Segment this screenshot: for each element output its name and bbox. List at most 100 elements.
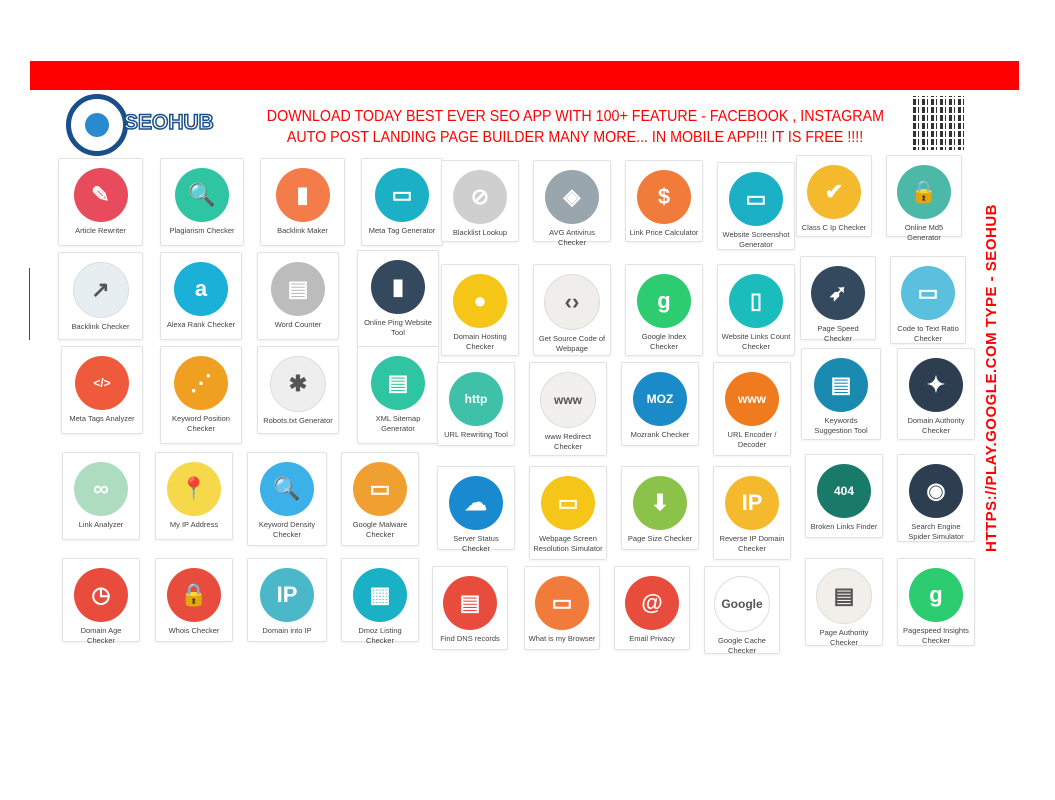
tool-label: Search Engine Spider Simulator xyxy=(908,522,964,541)
tool-tile-backlink-checker[interactable]: ↗ Backlink Checker xyxy=(58,252,143,340)
tool-label: Get Source Code of Webpage xyxy=(538,334,606,353)
tool-tile-server-status-checker[interactable]: ☁ Server Status Checker xyxy=(437,466,515,553)
tool-label: Meta Tags Analyzer xyxy=(69,414,135,423)
tool-tile-xml-sitemap-generator[interactable]: ▤ XML Sitemap Generator xyxy=(357,346,439,444)
tool-icon: ▮ xyxy=(371,260,425,314)
tool-label: Google Index Checker xyxy=(641,332,687,351)
tool-tile-plagiarism-checker[interactable]: 🔍 Plagiarism Checker xyxy=(160,158,244,246)
tool-tile-webpage-screen-resolution-simulator[interactable]: ▭ Webpage Screen Resolution Simulator xyxy=(529,466,607,560)
tool-tile-link-price-calculator[interactable]: $ Link Price Calculator xyxy=(625,160,703,242)
tool-icon: g xyxy=(909,568,963,622)
tool-tile-url-encoder-decoder[interactable]: www URL Encoder / Decoder xyxy=(713,362,791,456)
tool-tile-meta-tag-generator[interactable]: ▭ Meta Tag Generator xyxy=(361,158,443,246)
tool-tile-domain-authority-checker[interactable]: ✦ Domain Authority Checker xyxy=(897,348,975,440)
logo-text: SEOHUB xyxy=(123,110,214,135)
tool-tile-domain-into-ip[interactable]: IP Domain into IP xyxy=(247,558,327,642)
tool-icon: IP xyxy=(260,568,314,622)
tool-tile-google-index-checker[interactable]: g Google Index Checker xyxy=(625,264,703,356)
tool-label: Google Malware Checker xyxy=(352,520,408,539)
tool-label: Backlink Checker xyxy=(71,322,130,331)
tool-icon: ☁ xyxy=(449,476,503,530)
tool-icon: </> xyxy=(75,356,129,410)
tool-tile-article-rewriter[interactable]: ✎ Article Rewriter xyxy=(58,158,143,246)
tool-tile-blacklist-lookup[interactable]: ⊘ Blacklist Lookup xyxy=(441,160,519,242)
tool-tile-keyword-position-checker[interactable]: ⋰ Keyword Position Checker xyxy=(160,346,242,444)
qr-code-icon xyxy=(913,96,967,150)
tool-label: Domain Age Checker xyxy=(80,626,122,645)
tool-icon: ✦ xyxy=(909,358,963,412)
tool-tile-backlink-maker[interactable]: ▮ Backlink Maker xyxy=(260,158,345,246)
tool-tile-www-redirect-checker[interactable]: www www Redirect Checker xyxy=(529,362,607,456)
tool-tile-google-cache-checker[interactable]: Google Google Cache Checker xyxy=(704,566,780,655)
tool-tile-page-size-checker[interactable]: ⬇ Page Size Checker xyxy=(621,466,699,550)
tool-icon: 🔍 xyxy=(175,168,229,222)
tool-tile-link-analyzer[interactable]: ∞ Link Analyzer xyxy=(62,452,140,540)
tool-label: Online Ping Website Tool xyxy=(364,318,432,337)
tool-icon: ⊘ xyxy=(453,170,507,224)
tool-tile-robots-txt-generator[interactable]: ✱ Robots.txt Generator xyxy=(257,346,339,434)
tool-tile-domain-age-checker[interactable]: ◷ Domain Age Checker xyxy=(62,558,140,645)
tool-label: XML Sitemap Generator xyxy=(375,414,421,433)
tool-label: Domain Hosting Checker xyxy=(453,332,507,351)
tool-icon: ◈ xyxy=(545,170,599,224)
tool-tile-page-speed-checker[interactable]: ➶ Page Speed Checker xyxy=(800,256,876,343)
tool-tile-domain-hosting-checker[interactable]: ● Domain Hosting Checker xyxy=(441,264,519,356)
tool-tile-mozrank-checker[interactable]: MOZ Mozrank Checker xyxy=(621,362,699,446)
tool-label: Link Price Calculator xyxy=(629,228,699,237)
tool-label: My IP Address xyxy=(169,520,219,529)
tool-tile-search-engine-spider-simulator[interactable]: ◉ Search Engine Spider Simulator xyxy=(897,454,975,542)
tool-label: www Redirect Checker xyxy=(544,432,592,451)
tool-tile-website-screenshot-generator[interactable]: ▭ Website Screenshot Generator xyxy=(717,162,795,250)
tool-icon: g xyxy=(637,274,691,328)
tool-label: Mozrank Checker xyxy=(630,430,690,439)
tool-label: Domain Authority Checker xyxy=(907,416,965,435)
tool-label: Google Cache Checker xyxy=(718,636,766,655)
tool-icon: ⬇ xyxy=(633,476,687,530)
tool-tile-my-ip-address[interactable]: 📍 My IP Address xyxy=(155,452,233,540)
tool-tile-url-rewriting-tool[interactable]: http URL Rewriting Tool xyxy=(437,362,515,446)
tool-tile-avg-antivirus-checker[interactable]: ◈ AVG Antivirus Checker xyxy=(533,160,611,247)
tool-tile-find-dns-records[interactable]: ▤ Find DNS records xyxy=(432,566,508,650)
tool-icon: ‹› xyxy=(544,274,600,330)
tool-tile-reverse-ip-domain-checker[interactable]: IP Reverse IP Domain Checker xyxy=(713,466,791,560)
tool-tile-page-authority-checker[interactable]: ▤ Page Authority Checker xyxy=(805,558,883,647)
tool-tile-class-c-ip-checker[interactable]: ✔ Class C Ip Checker xyxy=(796,155,872,237)
tool-tile-get-source-code-of-webpage[interactable]: ‹› Get Source Code of Webpage xyxy=(533,264,611,356)
tool-tile-online-md5-generator[interactable]: 🔒 Online Md5 Generator xyxy=(886,155,962,242)
tool-tile-keywords-suggestion-tool[interactable]: ▤ Keywords Suggestion Tool xyxy=(801,348,881,440)
promo-line-1: DOWNLOAD TODAY BEST EVER SEO APP WITH 10… xyxy=(266,108,884,125)
tool-tile-dmoz-listing-checker[interactable]: ▦ Dmoz Listing Checker xyxy=(341,558,419,645)
tool-tile-email-privacy[interactable]: @ Email Privacy xyxy=(614,566,690,650)
tool-tile-alexa-rank-checker[interactable]: a Alexa Rank Checker xyxy=(160,252,242,340)
tool-label: Find DNS records xyxy=(440,634,500,643)
tool-icon: http xyxy=(449,372,503,426)
tool-tile-online-ping-website-tool[interactable]: ▮ Online Ping Website Tool xyxy=(357,250,439,348)
tool-icon: MOZ xyxy=(633,372,687,426)
tool-tile-whois-checker[interactable]: 🔒 Whois Checker xyxy=(155,558,233,642)
side-play-store-text: HTTPS://PLAY.GOOGLE.COM TYPE - SEOHUB xyxy=(983,204,1000,552)
tool-icon: $ xyxy=(637,170,691,224)
tool-tile-word-counter[interactable]: ▤ Word Counter xyxy=(257,252,339,340)
tool-tile-what-is-my-browser[interactable]: ▭ What is my Browser xyxy=(524,566,600,650)
tool-icon: ▭ xyxy=(535,576,589,630)
tool-icon: ✎ xyxy=(73,168,128,222)
tool-icon: ▤ xyxy=(816,568,872,624)
tool-icon: ▭ xyxy=(375,168,429,222)
tool-tile-keyword-density-checker[interactable]: 🔍 Keyword Density Checker xyxy=(247,452,327,546)
tool-icon: ▯ xyxy=(729,274,783,328)
tool-icon: www xyxy=(540,372,596,428)
tool-label: Whois Checker xyxy=(168,626,220,635)
tool-icon: a xyxy=(174,262,228,316)
tool-tile-google-malware-checker[interactable]: ▭ Google Malware Checker xyxy=(341,452,419,546)
tool-tile-website-links-count-checker[interactable]: ▯ Website Links Count Checker xyxy=(717,264,795,356)
tool-tile-broken-links-finder[interactable]: 404 Broken Links Finder xyxy=(805,454,883,538)
tool-label: Keyword Position Checker xyxy=(172,414,230,433)
tool-icon: ▭ xyxy=(541,476,595,530)
tool-tile-meta-tags-analyzer[interactable]: </> Meta Tags Analyzer xyxy=(61,346,143,434)
tool-icon: ▭ xyxy=(901,266,955,320)
tool-label: Plagiarism Checker xyxy=(169,226,235,235)
tool-label: Reverse IP Domain Checker xyxy=(719,534,785,553)
tool-label: Robots.txt Generator xyxy=(263,416,333,425)
tool-tile-pagespeed-insights-checker[interactable]: g Pagespeed Insights Checker xyxy=(897,558,975,646)
tool-tile-code-to-text-ratio-checker[interactable]: ▭ Code to Text Ratio Checker xyxy=(890,256,966,344)
